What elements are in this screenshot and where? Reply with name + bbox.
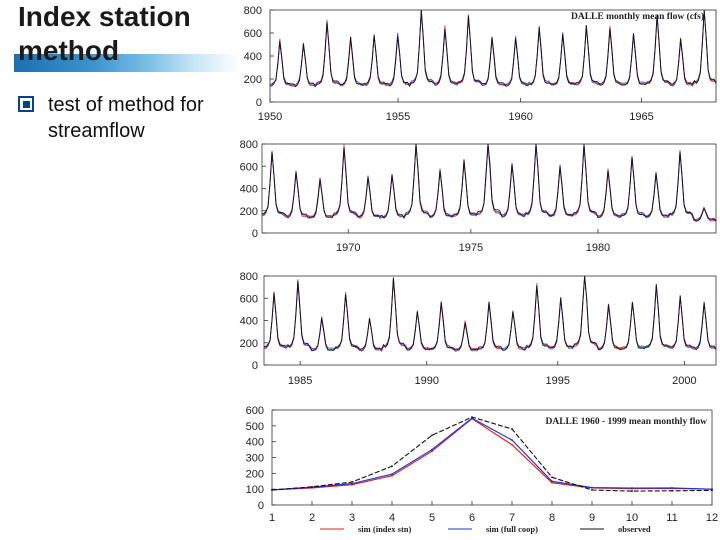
x-tick-label: 7 — [509, 512, 515, 524]
x-tick-label: 5 — [429, 512, 435, 524]
y-tick-label: 0 — [256, 97, 262, 109]
title-band: Index station method — [0, 0, 240, 80]
slide-title: Index station method — [18, 1, 191, 66]
data-point — [391, 465, 393, 468]
data-point — [671, 489, 673, 492]
data-point — [391, 474, 393, 477]
y-tick-label: 600 — [240, 161, 258, 173]
data-point — [471, 416, 473, 419]
y-tick-label: 600 — [240, 293, 258, 305]
data-point — [711, 489, 713, 492]
data-point — [511, 443, 513, 446]
bullet-text: test of method for streamflow — [48, 94, 204, 142]
data-point — [311, 485, 313, 488]
y-tick-label: 100 — [246, 484, 264, 496]
data-point — [551, 480, 553, 483]
data-point — [431, 450, 433, 453]
y-tick-label: 400 — [240, 316, 258, 328]
chart-annotation: DALLE 1960 - 1999 mean monthly flow — [545, 417, 707, 427]
data-point — [591, 489, 593, 491]
x-tick-label: 12 — [706, 512, 718, 524]
chart-annotation: DALLE monthly mean flow (cfs) — [571, 11, 704, 22]
data-point — [551, 481, 553, 484]
x-tick-label: 1975 — [459, 242, 483, 254]
data-point — [591, 486, 593, 489]
x-tick-label: 1955 — [386, 111, 410, 123]
y-tick-label: 400 — [246, 437, 264, 449]
x-tick-label: 1970 — [336, 242, 360, 254]
checkbox-bullet-icon — [18, 96, 34, 112]
data-point — [511, 439, 513, 441]
x-tick-label: 2 — [309, 512, 315, 524]
x-tick-label: 1995 — [546, 375, 570, 387]
y-tick-label: 400 — [244, 51, 262, 63]
x-tick-label: 8 — [549, 512, 555, 524]
y-tick-label: 0 — [258, 500, 264, 512]
series-line-sim-full-coop- — [271, 417, 713, 491]
x-tick-label: 10 — [626, 512, 638, 524]
legend-label: observed — [618, 524, 651, 534]
data-point — [711, 488, 713, 491]
x-tick-label: 3 — [349, 512, 355, 524]
x-tick-label: 1990 — [414, 375, 438, 387]
y-tick-label: 500 — [246, 421, 264, 433]
y-tick-label: 200 — [244, 74, 262, 86]
series-line-observed — [271, 416, 713, 492]
y-tick-label: 800 — [240, 139, 258, 151]
plot-frame-1 — [269, 9, 717, 103]
y-tick-label: 300 — [246, 453, 264, 465]
y-tick-label: 200 — [240, 338, 258, 350]
x-tick-label: 1 — [269, 512, 275, 524]
legend-label: sim (full coop) — [486, 524, 538, 534]
data-point — [631, 487, 633, 489]
y-tick-label: 0 — [252, 228, 258, 240]
y-tick-label: 400 — [240, 184, 258, 196]
y-tick-label: 600 — [246, 405, 264, 417]
data-point — [511, 428, 513, 430]
data-point — [551, 476, 553, 479]
y-tick-label: 200 — [246, 468, 264, 480]
x-tick-label: 9 — [589, 512, 595, 524]
series-line-observed — [261, 143, 717, 222]
data-point — [431, 448, 433, 451]
x-tick-label: 1985 — [288, 375, 312, 387]
x-tick-label: 4 — [389, 512, 395, 524]
data-point — [391, 473, 393, 476]
y-tick-label: 800 — [244, 5, 262, 17]
title-accent-bar — [14, 54, 240, 72]
series-line-observed — [263, 275, 717, 352]
data-point — [351, 482, 353, 485]
y-tick-label: 600 — [244, 28, 262, 40]
data-point — [671, 487, 673, 489]
x-tick-label: 11 — [666, 512, 677, 524]
x-tick-label: 6 — [469, 512, 475, 524]
x-tick-label: 1965 — [629, 111, 653, 123]
y-tick-label: 800 — [240, 271, 258, 283]
y-tick-label: 200 — [240, 206, 258, 218]
x-tick-label: 1960 — [508, 111, 532, 123]
data-point — [431, 434, 433, 437]
legend-label: sim (index stn) — [358, 524, 412, 534]
x-tick-label: 1950 — [258, 111, 282, 123]
y-tick-label: 0 — [252, 360, 258, 372]
data-point — [631, 490, 633, 492]
series-line-sim-index-stn- — [271, 418, 713, 491]
x-tick-label: 1980 — [586, 242, 610, 254]
x-tick-label: 2000 — [672, 375, 696, 387]
series-line-observed — [269, 9, 717, 88]
plot-frame-3 — [263, 275, 717, 366]
data-point — [271, 489, 273, 491]
data-point — [351, 481, 353, 483]
